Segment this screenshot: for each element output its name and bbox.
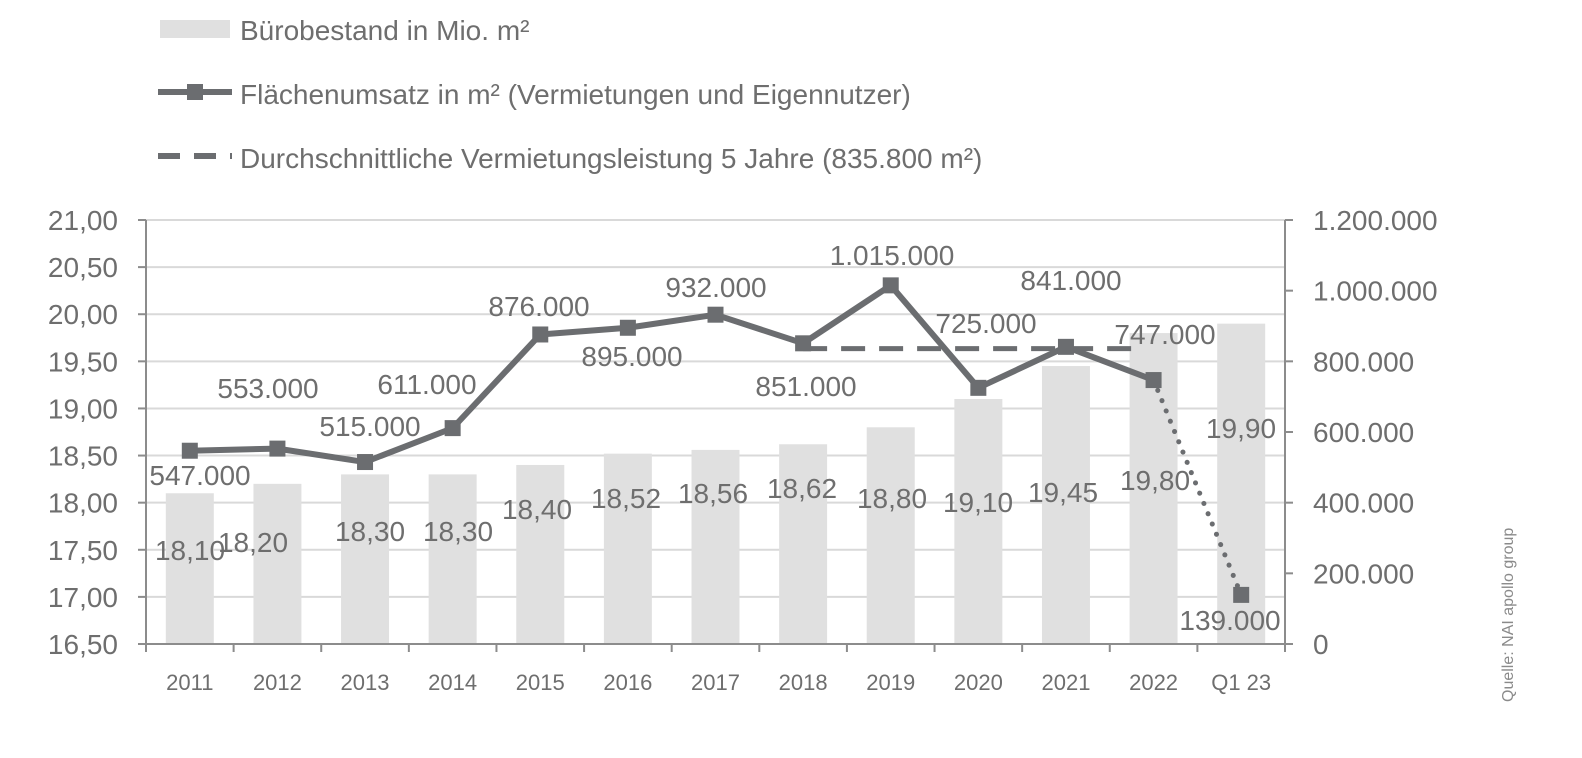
bar — [428, 474, 477, 644]
bar-value-label: 18,30 — [423, 516, 493, 547]
bar-value-label: 18,40 — [502, 494, 572, 525]
bar-value-label: 19,80 — [1120, 465, 1190, 496]
left-tick-label: 17,50 — [48, 535, 118, 566]
x-tick-label: 2020 — [954, 670, 1003, 695]
x-tick-label: 2022 — [1129, 670, 1178, 695]
bar — [954, 399, 1003, 644]
line-value-label: 547.000 — [149, 460, 250, 491]
left-tick-label: 18,50 — [48, 441, 118, 472]
right-tick-label: 200.000 — [1313, 558, 1414, 589]
line-marker — [444, 420, 461, 437]
line-marker — [795, 335, 812, 352]
line-value-label: 515.000 — [319, 411, 420, 442]
bar — [603, 453, 652, 644]
x-tick-label: 2013 — [341, 670, 390, 695]
left-tick-label: 18,00 — [48, 488, 118, 519]
line-series-path — [189, 282, 1155, 466]
x-tick-label: 2017 — [691, 670, 740, 695]
x-tick-label: Q1 23 — [1211, 670, 1271, 695]
line-marker — [970, 379, 987, 396]
line-marker — [1233, 586, 1250, 603]
bar-value-label: 19,90 — [1206, 413, 1276, 444]
line-marker — [1145, 372, 1162, 389]
bar-value-label: 18,80 — [857, 483, 927, 514]
bar-value-label: 19,45 — [1028, 477, 1098, 508]
line-marker — [532, 326, 549, 343]
line-marker — [882, 277, 899, 294]
line-marker — [357, 454, 374, 471]
bar-value-label: 18,20 — [218, 527, 288, 558]
right-tick-label: 1.200.000 — [1313, 205, 1438, 236]
right-tick-label: 800.000 — [1313, 346, 1414, 377]
source-note: Quelle: NAI apollo group — [1500, 528, 1517, 702]
bar-value-label: 18,10 — [155, 535, 225, 566]
legend-avg-label: Durchschnittliche Vermietungsleistung 5 … — [240, 143, 982, 174]
right-tick-label: 400.000 — [1313, 488, 1414, 519]
x-tick-label: 2018 — [779, 670, 828, 695]
bar-value-label: 18,62 — [767, 473, 837, 504]
right-tick-label: 0 — [1313, 629, 1329, 660]
line-value-label: 553.000 — [217, 373, 318, 404]
line-value-label: 747.000 — [1114, 319, 1215, 350]
line-value-label: 1.015.000 — [830, 240, 955, 271]
bar — [165, 493, 214, 644]
line-series — [181, 277, 1250, 603]
axes: 16,50 17,00 17,50 18,00 18,50 19,00 19,50 20,00… — [48, 205, 1438, 695]
x-tick-label: 2012 — [253, 670, 302, 695]
bar — [779, 444, 828, 644]
bar — [691, 449, 740, 644]
left-tick-label: 21,00 — [48, 205, 118, 236]
bar-value-label: 18,56 — [678, 478, 748, 509]
x-tick-label: 2011 — [166, 670, 213, 695]
left-tick-label: 19,00 — [48, 393, 118, 424]
bar-value-label: 18,30 — [335, 516, 405, 547]
legend-bar-swatch — [160, 20, 230, 38]
legend-line-label: Flächenumsatz in m² (Vermietungen und Ei… — [240, 79, 911, 110]
line-value-label: 611.000 — [377, 369, 476, 400]
x-tick-label: 2021 — [1041, 670, 1090, 695]
legend-line-marker — [187, 84, 203, 100]
bar-value-label: 19,10 — [943, 487, 1013, 518]
left-tick-label: 17,00 — [48, 582, 118, 613]
line-value-label: 932.000 — [665, 272, 766, 303]
legend-bar-label: Bürobestand in Mio. m² — [240, 15, 529, 46]
x-tick-label: 2016 — [603, 670, 652, 695]
left-tick-label: 20,50 — [48, 252, 118, 283]
bar — [341, 474, 390, 644]
right-tick-label: 600.000 — [1313, 417, 1414, 448]
bar — [866, 427, 915, 644]
line-value-label: 139.000 — [1179, 605, 1280, 636]
legend: Bürobestand in Mio. m² Flächenumsatz in … — [158, 15, 982, 174]
line-marker — [1057, 338, 1074, 355]
bar-value-label: 18,52 — [591, 483, 661, 514]
bar — [253, 483, 302, 644]
left-tick-label: 19,50 — [48, 346, 118, 377]
line-marker — [269, 440, 286, 457]
left-tick-label: 20,00 — [48, 299, 118, 330]
x-tick-label: 2015 — [516, 670, 565, 695]
bar — [516, 464, 565, 644]
bar — [1041, 366, 1090, 644]
left-tick-label: 16,50 — [48, 629, 118, 660]
line-marker — [707, 306, 724, 323]
line-marker — [181, 442, 198, 459]
line-value-label: 876.000 — [488, 291, 589, 322]
x-tick-label: 2019 — [866, 670, 915, 695]
line-value-label: 841.000 — [1020, 265, 1121, 296]
line-marker — [619, 319, 636, 336]
x-tick-label: 2014 — [428, 670, 477, 695]
line-value-label: 725.000 — [935, 308, 1036, 339]
line-value-label: 895.000 — [581, 341, 682, 372]
right-tick-label: 1.000.000 — [1313, 276, 1438, 307]
line-value-label: 851.000 — [755, 371, 856, 402]
